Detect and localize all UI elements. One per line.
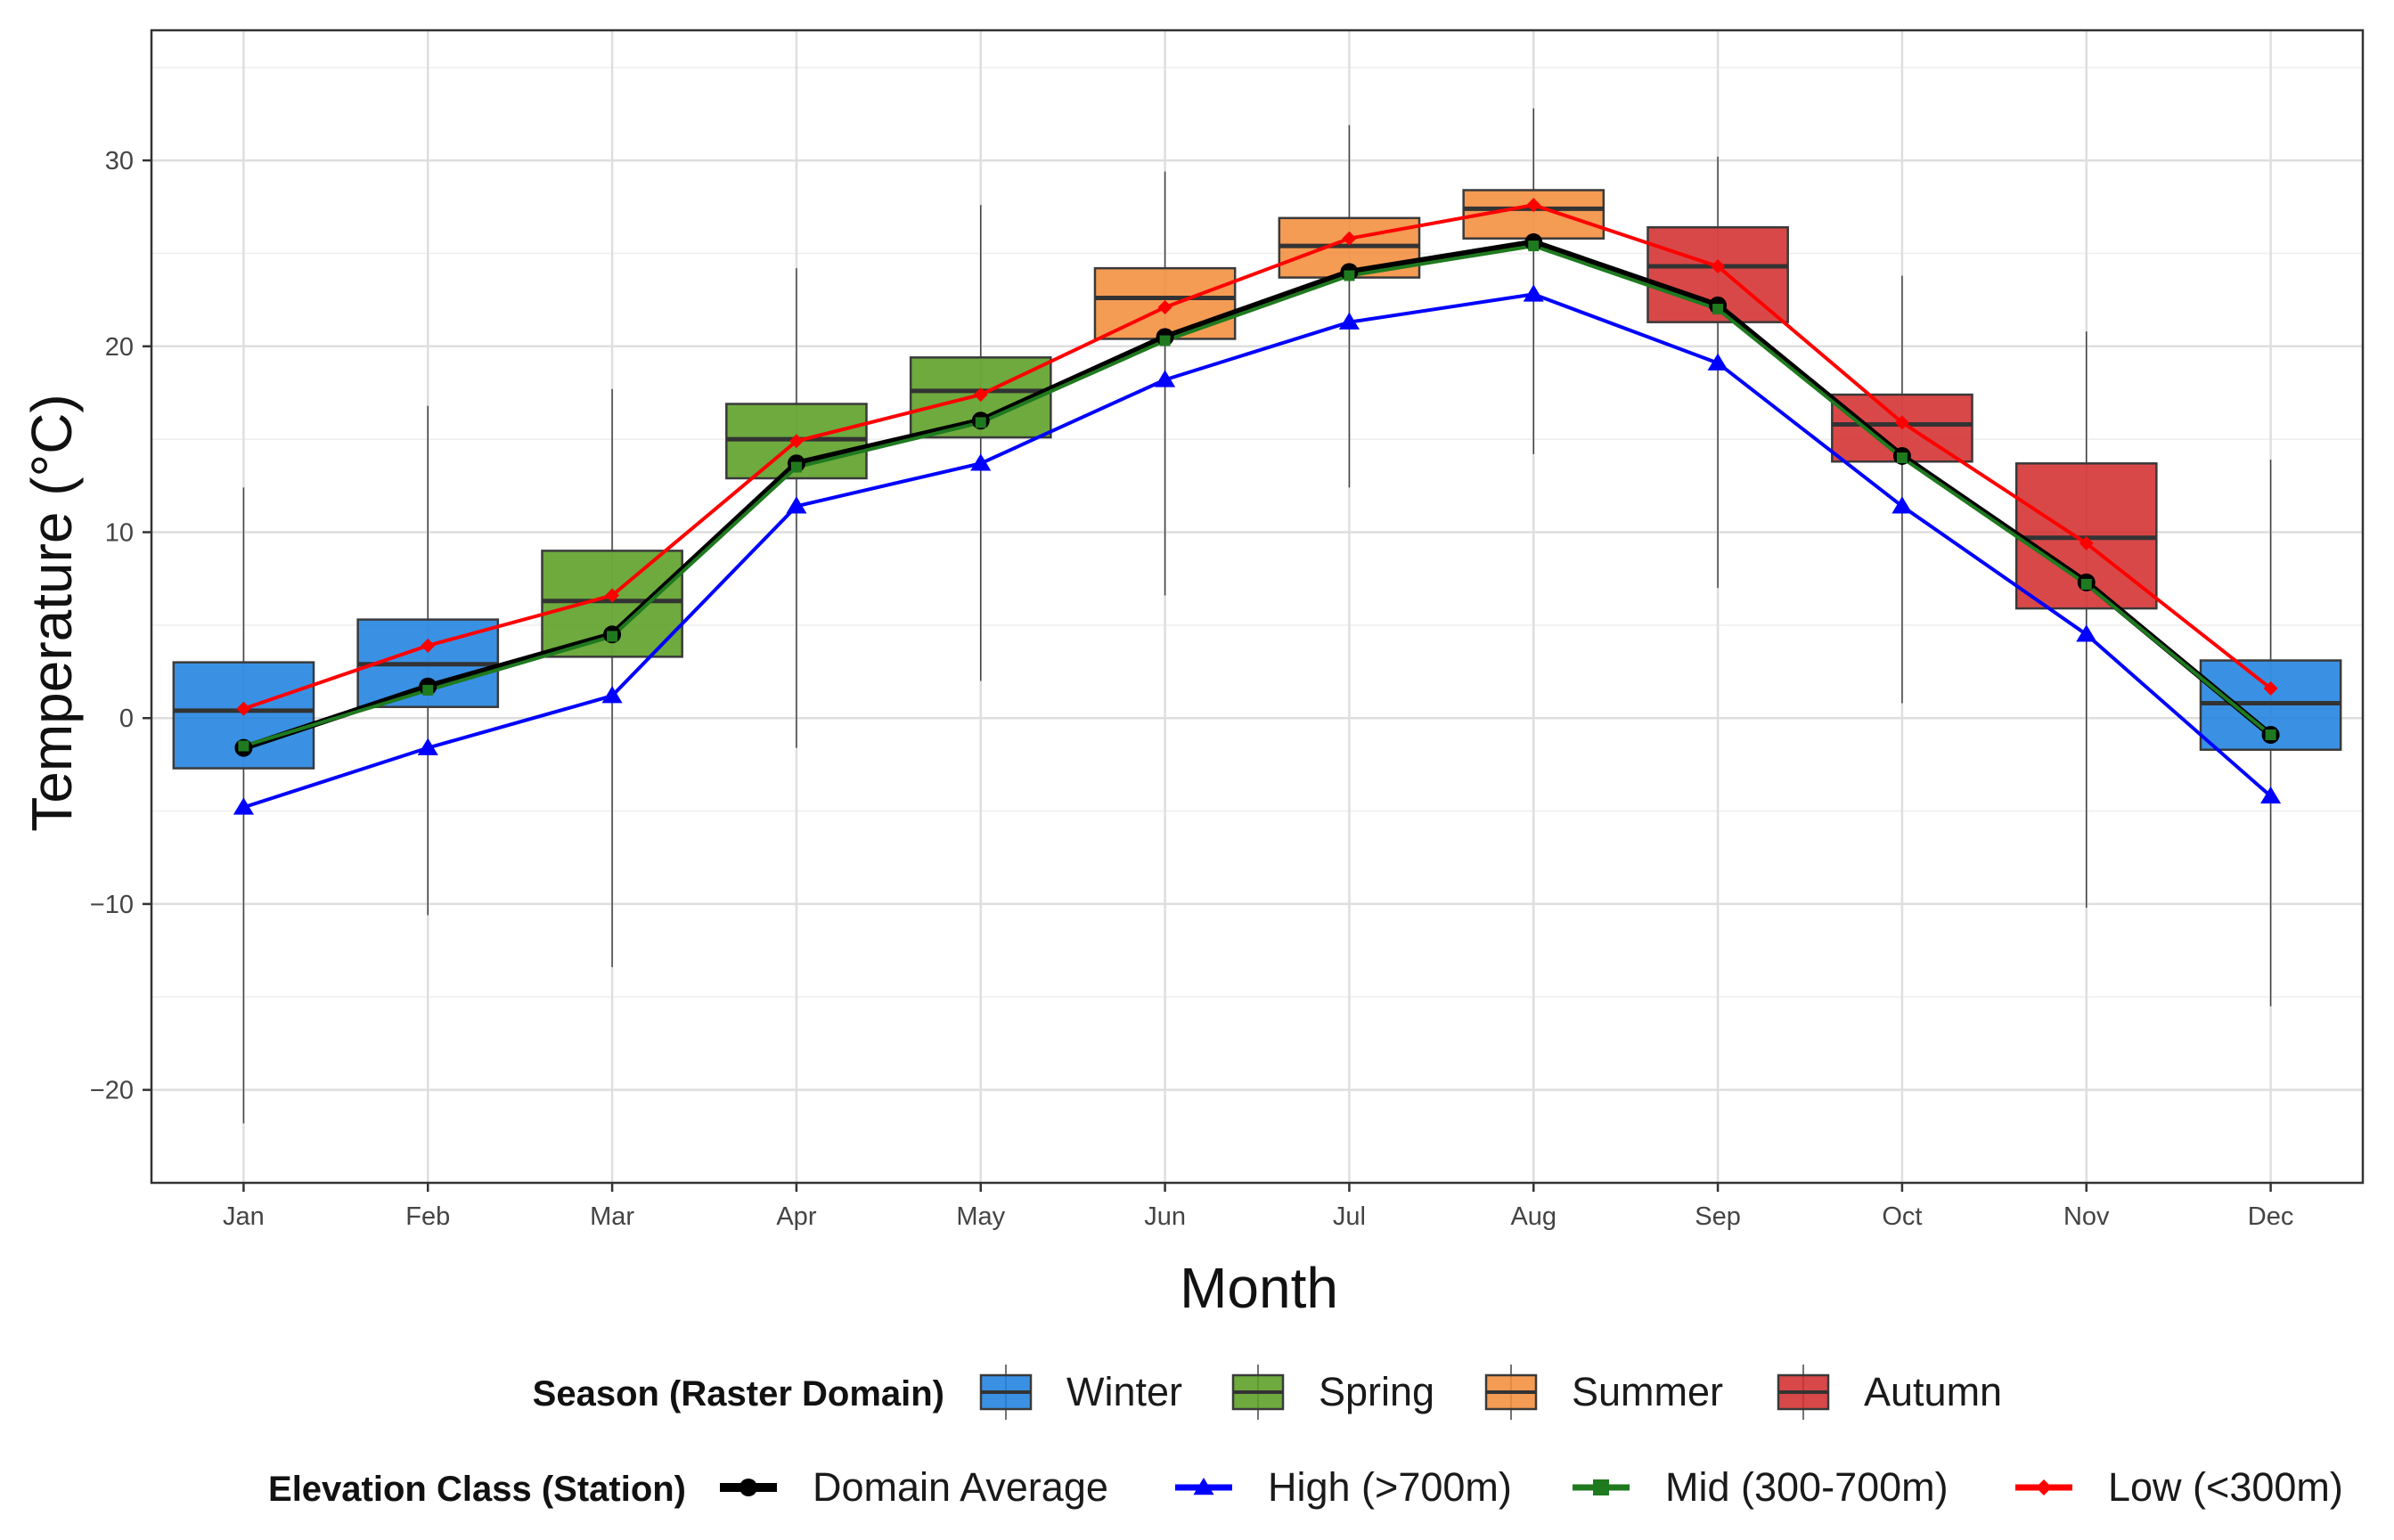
y-axis-ticks: −20 −10 0 10 20 30: [90, 147, 151, 1105]
x-tick-label-oct: Oct: [1882, 1202, 1922, 1231]
y-tick-label: −20: [90, 1077, 134, 1105]
legend-key-low-300m: [2015, 1479, 2072, 1495]
legend-label-summer: Summer: [1572, 1369, 1723, 1414]
point-mid-300-700m-jun: [1159, 335, 1171, 346]
point-mid-300-700m-oct: [1896, 452, 1908, 464]
point-low-300m-oct: [1894, 415, 1909, 430]
legend-label-winter: Winter: [1066, 1369, 1182, 1414]
point-high-700m-jan: [233, 797, 254, 815]
legend-key-spring: [1231, 1365, 1285, 1420]
point-low-300m-apr: [788, 434, 804, 449]
legend-season: Season (Raster Domain) Winter Spring Summe…: [533, 1365, 2002, 1420]
legend-key-high-700m: [1175, 1478, 1232, 1495]
y-tick-label: 10: [105, 519, 134, 548]
point-mid-300-700m-feb: [422, 684, 434, 696]
legend-key-marker: [1193, 1478, 1214, 1495]
point-high-700m-may: [970, 453, 992, 471]
series-line-low-300m: [242, 203, 2272, 711]
legend-label-autumn: Autumn: [1864, 1369, 2002, 1414]
legend-key-mid-300-700m: [1573, 1479, 1630, 1495]
series-line-high-700m: [242, 292, 2272, 810]
legend-key-marker: [2036, 1479, 2052, 1495]
point-low-300m-feb: [421, 638, 436, 653]
x-tick-label-mar: Mar: [590, 1202, 634, 1231]
point-high-700m-aug: [1523, 284, 1544, 302]
legend-label-spring: Spring: [1319, 1369, 1434, 1414]
y-tick-label: −10: [90, 891, 134, 919]
point-high-700m-dec: [2260, 786, 2282, 804]
point-high-700m-jul: [1338, 312, 1360, 330]
series-lines: [242, 203, 2273, 810]
point-low-300m-may: [973, 387, 988, 403]
point-low-300m-jun: [1157, 299, 1172, 314]
point-mid-300-700m-may: [975, 417, 986, 428]
point-mid-300-700m-mar: [607, 631, 618, 642]
x-axis-title: Month: [1180, 1256, 1338, 1320]
x-tick-label-aug: Aug: [1510, 1202, 1557, 1231]
point-low-300m-nov: [2079, 536, 2094, 551]
point-mid-300-700m-nov: [2080, 578, 2092, 590]
y-axis-title: Temperature (°C): [20, 394, 84, 832]
point-low-300m-aug: [1526, 198, 1541, 213]
series-line-mid-300-700m: [242, 244, 2272, 748]
legend-label-domain-average: Domain Average: [813, 1464, 1108, 1510]
boxes: [172, 189, 2342, 770]
x-tick-label-jan: Jan: [223, 1202, 265, 1231]
x-axis-ticks: Jan Feb Mar Apr May Jun Jul Aug Sep Oct Nov Dec: [223, 1183, 2293, 1231]
point-mid-300-700m-dec: [2265, 729, 2276, 741]
legend-key-winter: [979, 1365, 1033, 1420]
legend-key-marker: [739, 1479, 757, 1496]
point-high-700m-sep: [1707, 353, 1728, 371]
legend-label-mid-300-700m: Mid (300-700m): [1665, 1464, 1949, 1510]
point-mid-300-700m-sep: [1712, 304, 1724, 315]
x-tick-label-nov: Nov: [2063, 1202, 2110, 1231]
legend-season-title: Season (Raster Domain): [533, 1374, 944, 1414]
legend-key-domain-average: [720, 1479, 777, 1496]
y-tick-label: 0: [119, 705, 134, 733]
point-mid-300-700m-jan: [238, 740, 249, 752]
y-tick-label: 20: [105, 333, 134, 362]
point-mid-300-700m-apr: [790, 461, 802, 473]
point-high-700m-jun: [1155, 370, 1176, 387]
point-high-700m-mar: [601, 686, 623, 704]
y-tick-label: 30: [105, 147, 134, 175]
legend-key-summer: [1484, 1365, 1538, 1420]
point-high-700m-apr: [786, 496, 807, 514]
point-high-700m-feb: [417, 737, 438, 755]
legend-elevation: Elevation Class (Station) Domain Average…: [268, 1464, 2343, 1510]
point-low-300m-sep: [1711, 259, 1726, 274]
legend-key-marker: [1593, 1479, 1609, 1495]
x-tick-label-dec: Dec: [2248, 1202, 2294, 1231]
x-tick-label-apr: Apr: [776, 1202, 816, 1231]
legend-key-autumn: [1777, 1365, 1830, 1420]
point-mid-300-700m-jul: [1344, 270, 1355, 281]
x-tick-label-may: May: [956, 1202, 1005, 1231]
legend-elevation-title: Elevation Class (Station): [268, 1470, 686, 1509]
legend-label-low-300m: Low (<300m): [2108, 1464, 2343, 1510]
x-tick-label-jun: Jun: [1144, 1202, 1186, 1231]
legend-label-high-700m: High (>700m): [1268, 1464, 1512, 1510]
series-markers: [233, 198, 2282, 815]
plot-panel-border: [150, 29, 2365, 1185]
whiskers: [242, 108, 2272, 1124]
point-low-300m-mar: [605, 588, 620, 603]
point-high-700m-oct: [1892, 496, 1913, 514]
x-tick-label-feb: Feb: [405, 1202, 450, 1231]
point-low-300m-dec: [2263, 680, 2278, 696]
x-tick-label-jul: Jul: [1333, 1202, 1366, 1231]
point-high-700m-nov: [2076, 624, 2097, 642]
point-low-300m-jan: [236, 701, 251, 716]
x-tick-label-sep: Sep: [1695, 1202, 1741, 1231]
point-low-300m-jul: [1342, 231, 1357, 246]
point-mid-300-700m-aug: [1528, 240, 1540, 252]
